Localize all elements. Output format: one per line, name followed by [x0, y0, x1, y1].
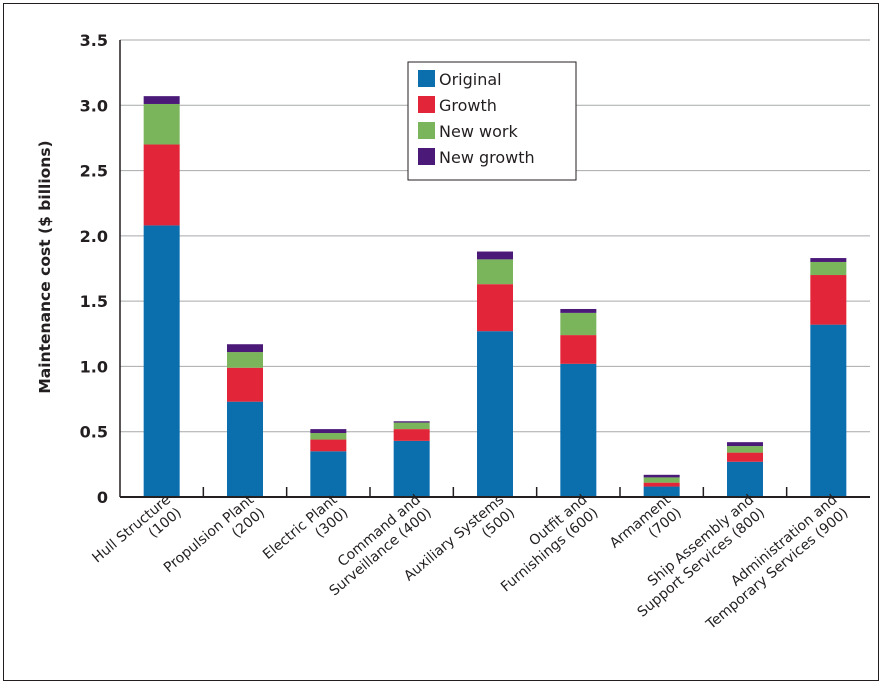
bar-segment-original — [310, 451, 347, 497]
bar-segment-new-work — [143, 103, 180, 145]
legend: Original Growth New work New growth — [407, 61, 577, 181]
y-tick-label: 3.0 — [80, 96, 108, 115]
bar-segment-new-work — [393, 422, 430, 430]
y-tick-label: 0 — [97, 488, 108, 507]
y-tick-label: 3.5 — [80, 31, 108, 50]
y-tick-label: 1.5 — [80, 292, 108, 311]
category-label: Electric Plant(300) — [260, 492, 351, 563]
bar-segment-growth — [727, 452, 763, 462]
legend-label: New work — [439, 122, 518, 141]
legend-swatch — [418, 70, 435, 87]
bar-segment-growth — [477, 284, 513, 332]
legend-label: Original — [439, 70, 502, 89]
bar-segment-new-growth — [143, 96, 180, 104]
bar-segment-original — [560, 363, 597, 497]
axes — [119, 40, 870, 498]
bar-segment-new-work — [810, 261, 847, 276]
bar-segment-original — [143, 225, 180, 497]
legend-label: New growth — [439, 148, 535, 167]
legend-swatch — [418, 122, 435, 139]
bar-segment-new-work — [560, 312, 597, 336]
bar-segment-new-growth — [393, 421, 430, 423]
x-tick-labels: Hull Structure(100)Propulsion Plant(200)… — [89, 492, 851, 634]
y-tick-label: 1.0 — [80, 357, 108, 376]
bar-segment-original — [810, 324, 847, 497]
bar-segment-growth — [643, 482, 680, 487]
y-axis-label: Maintenance cost ($ billions) — [36, 140, 54, 393]
bar-segment-new-work — [227, 352, 263, 368]
bar-segment-growth — [810, 275, 847, 325]
bars — [143, 96, 847, 497]
bar-segment-growth — [560, 335, 597, 364]
bar-segment-new-work — [477, 259, 513, 285]
bar-segment-new-growth — [227, 344, 263, 353]
category-label: Propulsion Plant(200) — [161, 492, 268, 577]
bar-segment-original — [477, 331, 513, 497]
legend-swatch — [418, 96, 435, 113]
bar-segment-original — [227, 401, 263, 497]
bar-segment-new-work — [727, 446, 763, 453]
y-tick-labels: 0 0.5 1.0 1.5 2.0 2.5 3.0 3.5 — [80, 31, 108, 507]
bar-segment-original — [643, 486, 680, 497]
legend-label: Growth — [439, 96, 497, 115]
y-tick-label: 2.5 — [80, 162, 108, 181]
bar-segment-new-growth — [643, 474, 680, 478]
bar-segment-new-work — [310, 433, 347, 440]
bar-segment-growth — [227, 367, 263, 402]
bar-segment-new-growth — [560, 308, 597, 313]
legend-swatch — [418, 148, 435, 165]
bar-segment-new-growth — [477, 251, 513, 260]
chart-frame — [3, 3, 879, 681]
legend-box — [407, 61, 577, 181]
bar-segment-new-growth — [310, 429, 347, 434]
bar-segment-original — [727, 461, 763, 497]
bar-segment-new-growth — [810, 258, 847, 262]
y-tick-label: 2.0 — [80, 227, 108, 246]
bar-segment-new-growth — [727, 442, 763, 447]
bar-segment-growth — [143, 144, 180, 226]
y-tick-label: 0.5 — [80, 423, 108, 442]
bar-segment-original — [393, 440, 430, 497]
bar-segment-growth — [393, 429, 430, 441]
bar-segment-growth — [310, 439, 347, 452]
bar-segment-new-work — [643, 477, 680, 483]
